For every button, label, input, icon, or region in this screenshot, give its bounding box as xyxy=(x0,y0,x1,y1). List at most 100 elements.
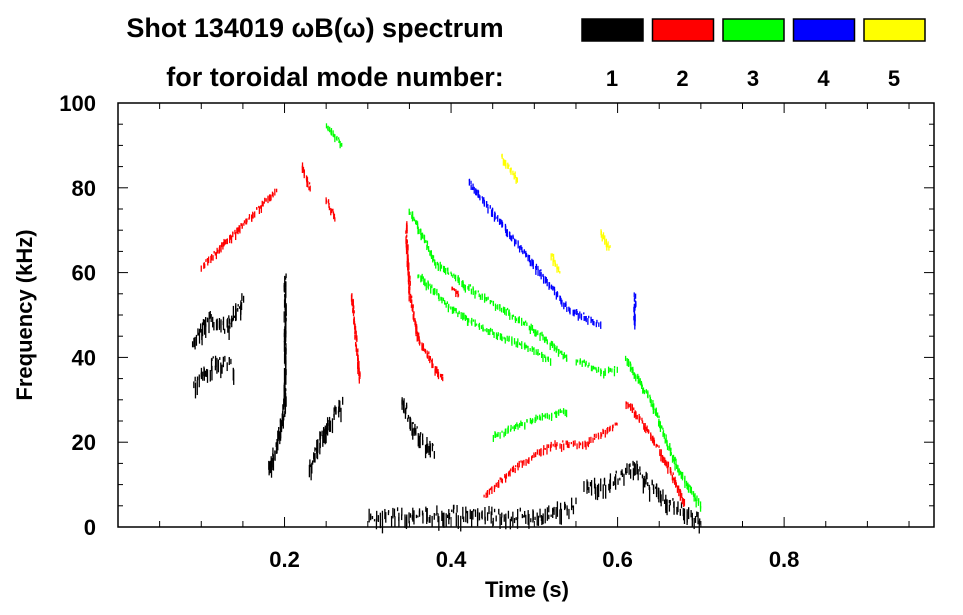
mode-3-mark xyxy=(425,240,427,243)
mode-1-mark xyxy=(571,505,574,508)
mode-2-mark xyxy=(563,443,565,451)
axes: 0.2 0.4 0.6 0.8 0 20 40 60 80 100 xyxy=(59,91,934,572)
mode-1-mark xyxy=(666,499,668,516)
mode-1-mark xyxy=(623,473,625,486)
mode-2-mark xyxy=(327,200,329,204)
mode-2-mark xyxy=(421,344,423,351)
mode-2-mark xyxy=(408,291,410,295)
mode-4-mark xyxy=(487,206,489,214)
mode-4-mark xyxy=(540,269,542,272)
mode-3-mark xyxy=(535,414,537,422)
mode-1-mark xyxy=(413,427,415,430)
legend-label-4: 4 xyxy=(817,66,830,91)
mode-2-mark xyxy=(552,443,554,447)
mode-3-mark xyxy=(427,246,430,252)
mode-1-mark xyxy=(279,431,281,445)
mode-2-mark xyxy=(676,485,679,493)
mode-4-mark xyxy=(468,179,471,186)
mode-4-mark xyxy=(468,178,471,182)
mode-3-mark xyxy=(541,331,543,337)
mode-4-mark xyxy=(633,303,636,308)
mode-1-mark xyxy=(597,483,600,498)
mode-3-mark xyxy=(539,333,541,341)
mode-5-mark xyxy=(501,153,503,159)
mode-5-mark xyxy=(557,268,560,273)
mode-2-mark xyxy=(419,341,421,344)
mode-3-mark xyxy=(537,349,539,356)
mode-1-mark xyxy=(198,328,201,344)
mode-3-mark xyxy=(444,301,446,305)
mode-1-mark xyxy=(316,439,318,451)
legend-label-5: 5 xyxy=(888,66,900,91)
mode-1-mark xyxy=(629,463,631,467)
mode-2-mark xyxy=(669,468,672,471)
mode-3-mark xyxy=(521,319,523,326)
mode-3-mark xyxy=(645,389,647,394)
mode-3-mark xyxy=(494,432,497,438)
mode-3-mark xyxy=(511,314,513,320)
mode-2-mark xyxy=(514,467,516,474)
mode-4-mark xyxy=(537,265,539,270)
mode-3-mark xyxy=(635,374,637,382)
mode-2-mark xyxy=(407,250,409,255)
mode-1-mark xyxy=(636,464,639,471)
mode-3-mark xyxy=(470,288,473,295)
mode-3-mark xyxy=(562,408,565,415)
mode-2-mark xyxy=(579,442,582,446)
mode-1-mark xyxy=(632,468,635,481)
mode-3-mark xyxy=(595,367,597,371)
mode-3-mark xyxy=(674,456,676,461)
mode-1-mark xyxy=(405,405,408,410)
mode-1-mark xyxy=(326,423,329,436)
mode-3-mark xyxy=(587,365,589,368)
mode-1-mark xyxy=(682,508,684,517)
mode-2-mark xyxy=(232,231,234,238)
mode-3-mark xyxy=(604,369,606,376)
mode-2-mark xyxy=(581,443,584,449)
mode-3-mark xyxy=(492,331,494,335)
mode-4-mark xyxy=(496,216,498,219)
mode-3-mark xyxy=(442,265,445,272)
mode-2-mark xyxy=(567,443,569,448)
mode-1-mark xyxy=(589,481,592,487)
mode-3-mark xyxy=(502,306,505,313)
mode-1-mark xyxy=(205,316,207,327)
mode-3-mark xyxy=(511,338,513,346)
mode-3-mark xyxy=(513,338,516,345)
mode-2-mark xyxy=(238,225,240,232)
mode-1-mark xyxy=(221,364,223,374)
mode-1-mark xyxy=(219,357,221,360)
mode-1-mark xyxy=(201,330,203,346)
mode-2-mark xyxy=(267,195,269,201)
mode-2-mark xyxy=(258,206,261,215)
mode-1-mark xyxy=(513,517,516,524)
mode-1-mark xyxy=(559,502,562,510)
mode-3-mark xyxy=(427,281,429,290)
mode-3-mark xyxy=(585,360,587,366)
mode-4-mark xyxy=(568,306,570,312)
mode-3-mark xyxy=(413,218,416,222)
mode-1-mark xyxy=(211,357,213,361)
mode-2-mark xyxy=(408,286,410,294)
mode-1-mark xyxy=(406,514,408,528)
mode-2-mark xyxy=(210,254,213,261)
mode-3-mark xyxy=(420,228,422,233)
mode-1-mark xyxy=(334,405,336,412)
mode-1-mark xyxy=(203,366,205,377)
mode-2-mark xyxy=(302,166,305,173)
x-axis-label: Time (s) xyxy=(485,577,569,602)
mode-1-mark xyxy=(484,516,486,525)
mode-5-mark xyxy=(604,238,606,245)
mode-1-mark xyxy=(564,503,566,509)
mode-3-mark xyxy=(433,258,435,261)
mode-1-mark xyxy=(645,471,647,478)
mode-1-mark xyxy=(238,306,241,309)
mode-2-mark xyxy=(330,207,332,216)
mode-2-mark xyxy=(218,245,221,252)
mode-4-mark xyxy=(587,318,589,325)
legend-swatch-1 xyxy=(581,18,644,42)
mode-2-mark xyxy=(666,461,668,469)
mode-1-mark xyxy=(644,478,646,488)
mode-3-mark xyxy=(666,444,669,451)
mode-2-mark xyxy=(504,475,507,483)
